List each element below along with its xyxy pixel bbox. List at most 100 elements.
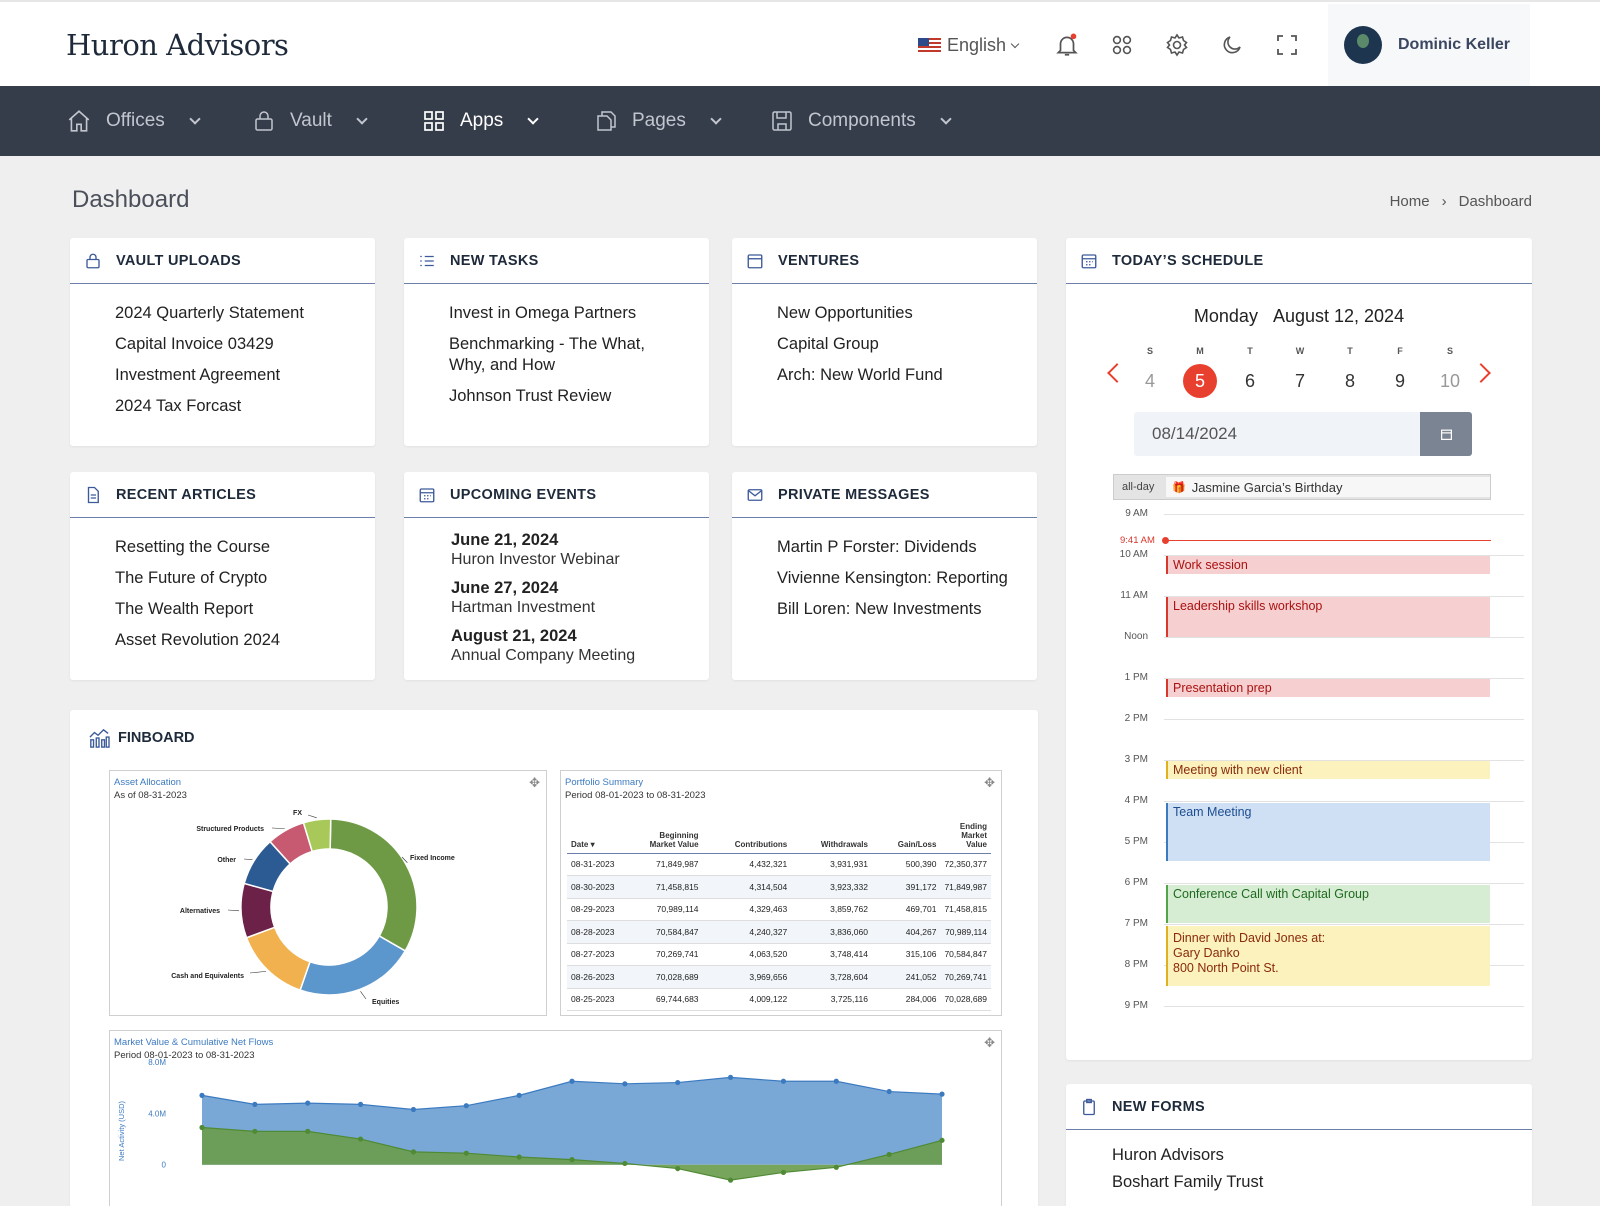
list-item[interactable]: 2024 Tax Forcast <box>115 397 242 415</box>
schedule-event[interactable]: Team Meeting <box>1166 803 1490 861</box>
data-point[interactable] <box>463 1103 469 1109</box>
next-week-icon[interactable] <box>1471 363 1491 383</box>
data-point[interactable] <box>516 1092 522 1098</box>
data-point[interactable] <box>780 1078 787 1084</box>
breadcrumb-home[interactable]: Home <box>1389 193 1430 210</box>
donut-slice[interactable] <box>302 818 332 853</box>
panel-title[interactable]: Portfolio Summary <box>565 777 644 788</box>
gear-icon[interactable] <box>1162 30 1192 60</box>
calendar-day[interactable]: S 10 <box>1428 346 1472 398</box>
data-point[interactable] <box>410 1106 417 1113</box>
column-header[interactable]: Gain/Loss <box>871 811 941 854</box>
data-point[interactable] <box>516 1154 522 1160</box>
event-title[interactable]: Hartman Investment <box>451 599 596 616</box>
list-item[interactable]: Invest in Omega Partners <box>449 304 637 322</box>
data-point[interactable] <box>199 1092 205 1098</box>
data-point[interactable] <box>252 1128 258 1134</box>
list-item[interactable]: Capital Invoice 03429 <box>115 335 274 353</box>
list-item[interactable]: Huron Advisors <box>1112 1146 1224 1164</box>
list-item[interactable]: The Future of Crypto <box>115 569 268 587</box>
data-point[interactable] <box>727 1074 734 1081</box>
data-point[interactable] <box>463 1150 469 1156</box>
fullscreen-icon[interactable] <box>1272 30 1302 60</box>
move-handle-icon[interactable]: ✥ <box>984 775 995 790</box>
schedule-event-dinner[interactable]: Dinner with David Jones at: Gary Danko 8… <box>1166 926 1490 986</box>
data-point[interactable] <box>886 1151 892 1158</box>
data-point[interactable] <box>939 1137 945 1143</box>
data-point[interactable] <box>305 1128 311 1134</box>
list-item[interactable]: Asset Revolution 2024 <box>115 631 281 649</box>
date-picker-button[interactable] <box>1420 412 1472 456</box>
list-item[interactable]: The Wealth Report <box>115 600 254 618</box>
data-point[interactable] <box>410 1149 417 1155</box>
language-selector[interactable]: English <box>918 35 1020 56</box>
donut-slice[interactable] <box>299 934 407 996</box>
schedule-event[interactable]: Leadership skills workshop <box>1166 597 1490 637</box>
nav-offices[interactable]: Offices <box>66 86 201 156</box>
data-point[interactable] <box>569 1157 575 1163</box>
schedule-event[interactable]: Presentation prep <box>1166 679 1490 697</box>
data-point[interactable] <box>727 1177 734 1183</box>
user-menu[interactable]: Dominic Keller <box>1328 4 1530 86</box>
list-item[interactable]: New Opportunities <box>777 304 913 322</box>
list-item[interactable]: Capital Group <box>777 335 879 353</box>
column-header[interactable]: Ending Market Value <box>940 811 991 854</box>
data-point[interactable] <box>886 1088 892 1095</box>
schedule-event[interactable]: Conference Call with Capital Group <box>1166 885 1490 923</box>
data-point[interactable] <box>833 1164 839 1170</box>
column-header[interactable]: Beginning Market Value <box>642 811 703 854</box>
data-point[interactable] <box>252 1101 258 1107</box>
move-handle-icon[interactable]: ✥ <box>984 1035 995 1050</box>
date-input[interactable]: 08/14/2024 <box>1134 412 1470 456</box>
apps-grid-icon[interactable] <box>1107 30 1137 60</box>
list-item[interactable]: Vivienne Kensington: Reporting <box>777 569 1008 587</box>
data-point[interactable] <box>199 1124 205 1131</box>
donut-slice[interactable] <box>245 926 311 992</box>
schedule-event[interactable]: Work session <box>1166 556 1490 574</box>
data-point[interactable] <box>939 1091 945 1097</box>
data-point[interactable] <box>675 1165 681 1172</box>
logo[interactable]: Huron Advisors <box>66 28 289 62</box>
column-header[interactable]: Date ▾ <box>567 811 643 854</box>
notification-bell-icon[interactable] <box>1052 30 1082 60</box>
nav-pages[interactable]: Pages <box>594 86 722 156</box>
list-item[interactable]: Benchmarking - The What, Why, and How <box>449 335 645 374</box>
list-item[interactable]: Investment Agreement <box>115 366 281 384</box>
all-day-event[interactable]: 🎁 Jasmine Garcia’s Birthday <box>1166 477 1490 497</box>
move-handle-icon[interactable]: ✥ <box>529 775 540 790</box>
data-point[interactable] <box>833 1078 839 1084</box>
list-item[interactable]: Martin P Forster: Dividends <box>777 538 977 556</box>
nav-apps[interactable]: Apps <box>422 86 539 156</box>
nav-components[interactable]: Components <box>770 86 952 156</box>
data-point[interactable] <box>622 1160 628 1167</box>
list-item[interactable]: Bill Loren: New Investments <box>777 600 982 618</box>
list-item[interactable]: Boshart Family Trust <box>1112 1173 1264 1191</box>
schedule-event[interactable]: Meeting with new client <box>1166 761 1490 779</box>
list-item[interactable]: Johnson Trust Review <box>449 387 612 405</box>
data-point[interactable] <box>305 1100 311 1106</box>
dark-mode-moon-icon[interactable] <box>1217 30 1247 60</box>
event-title[interactable]: Huron Investor Webinar <box>451 551 620 568</box>
donut-slice[interactable] <box>240 882 276 939</box>
donut-slice[interactable] <box>329 818 418 952</box>
data-point[interactable] <box>780 1169 787 1176</box>
prev-week-icon[interactable] <box>1107 363 1127 383</box>
list-item[interactable]: Resetting the Course <box>115 538 271 556</box>
list-item[interactable]: 2024 Quarterly Statement <box>115 304 304 322</box>
event-title[interactable]: Annual Company Meeting <box>451 647 636 664</box>
data-point[interactable] <box>357 1136 364 1142</box>
list-item[interactable]: Arch: New World Fund <box>777 366 943 384</box>
data-point[interactable] <box>569 1078 575 1084</box>
column-header[interactable]: Contributions <box>702 811 792 854</box>
column-header[interactable]: Withdrawals <box>791 811 872 854</box>
data-point[interactable] <box>357 1101 364 1107</box>
panel-title[interactable]: Market Value & Cumulative Net Flows <box>114 1037 274 1048</box>
data-point[interactable] <box>675 1079 681 1086</box>
nav-vault[interactable]: Vault <box>252 86 368 156</box>
